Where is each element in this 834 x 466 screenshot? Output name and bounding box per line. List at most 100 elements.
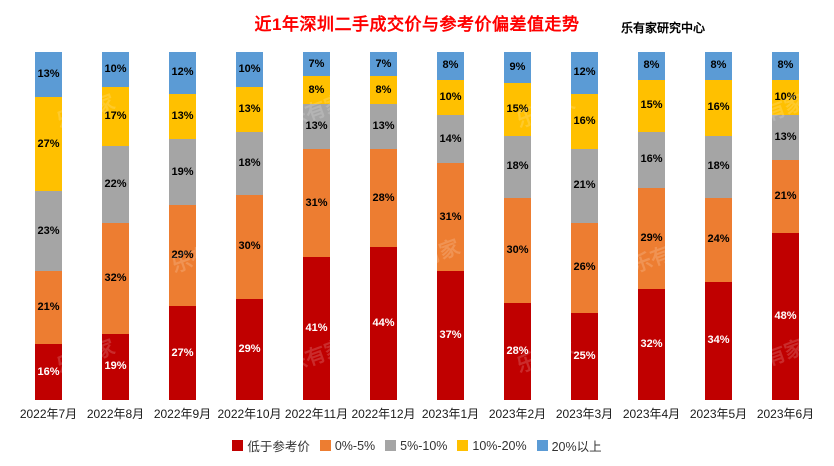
stacked-bar: 41% 31% 13% 8% 7% — [303, 52, 330, 400]
bar-segment: 18% — [236, 132, 263, 195]
bar-segment: 21% — [571, 149, 598, 223]
bar-segment-label: 13% — [305, 120, 328, 133]
bar-segment: 16% — [705, 79, 732, 136]
x-axis-label: 2023年6月 — [756, 407, 815, 421]
x-axis-label: 2023年1月 — [421, 407, 480, 421]
bar-segment: 31% — [303, 149, 330, 258]
legend-label: 5%-10% — [400, 438, 448, 453]
bar-segment-label: 27% — [171, 346, 194, 359]
bar-segment-label: 14% — [439, 132, 462, 145]
bar-segment: 8% — [772, 52, 799, 80]
bar-segment: 9% — [504, 52, 531, 84]
legend-item: 0%-5% — [319, 439, 375, 453]
bar-segment-label: 48% — [774, 309, 797, 322]
bar-segment: 18% — [705, 135, 732, 199]
legend-item: 10%-20% — [457, 438, 527, 453]
bar-segment-label: 13% — [774, 130, 797, 143]
legend-swatch — [232, 440, 244, 451]
bar-column: 28% 30% 18% 15% 9% — [484, 52, 551, 400]
bar-segment: 23% — [35, 191, 62, 272]
bar-segment-label: 12% — [573, 66, 596, 79]
bar-column: 48% 21% 13% 10% 8% — [752, 52, 819, 400]
bar-segment-label: 9% — [509, 61, 526, 74]
chart-title: 近1年深圳二手成交价与参考价偏差值走势 — [254, 15, 580, 34]
legend-item: 低于参考价 — [232, 436, 310, 455]
bar-segment-label: 17% — [104, 109, 127, 122]
bar-segment-label: 41% — [305, 322, 328, 335]
x-axis-labels: 2022年7月 2022年8月 2022年9月 2022年10月 2022年11月 202… — [15, 405, 819, 422]
bar-segment: 13% — [35, 52, 62, 98]
bar-segment-label: 44% — [372, 316, 395, 329]
bar-segment: 13% — [169, 93, 196, 140]
bar-segment-label: 37% — [439, 329, 462, 342]
legend-swatch — [536, 440, 548, 451]
stacked-bar: 28% 30% 18% 15% 9% — [504, 52, 531, 400]
bar-segment-label: 18% — [506, 160, 529, 173]
bar-column: 44% 28% 13% 8% 7% — [350, 52, 417, 400]
x-axis-label: 2023年2月 — [488, 407, 547, 421]
bar-segment-label: 19% — [104, 360, 127, 373]
bar-segment-label: 23% — [37, 224, 60, 237]
bar-segment: 25% — [571, 313, 598, 400]
bar-segment: 27% — [35, 97, 62, 192]
bar-segment-label: 29% — [640, 231, 663, 244]
bar-segment-label: 32% — [640, 337, 663, 350]
bar-segment: 8% — [705, 52, 732, 80]
bar-segment-label: 34% — [707, 334, 730, 347]
x-axis-label: 2022年7月 — [19, 407, 78, 421]
legend-label: 低于参考价 — [247, 440, 310, 454]
bar-segment: 48% — [772, 232, 799, 400]
bar-segment-label: 25% — [573, 350, 596, 362]
bar-segment-label: 16% — [573, 115, 596, 128]
bar-segment: 13% — [772, 114, 799, 160]
x-axis-label: 2023年5月 — [689, 407, 748, 421]
bar-segment-label: 8% — [308, 83, 325, 96]
bar-segment: 13% — [236, 86, 263, 133]
bar-segment-label: 10% — [439, 90, 462, 103]
stacked-bar: 25% 26% 21% 16% 12% — [571, 52, 598, 400]
bar-segment-label: 13% — [372, 120, 395, 133]
bar-segment: 29% — [169, 205, 196, 307]
bar-segment-label: 16% — [707, 101, 730, 114]
bar-segment-label: 13% — [171, 109, 194, 122]
stacked-bar: 29% 30% 18% 13% 10% — [236, 52, 263, 400]
bar-segment: 10% — [437, 79, 464, 115]
bar-segment: 37% — [437, 271, 464, 400]
bar-segment-label: 21% — [37, 301, 60, 314]
bar-segment-label: 8% — [777, 59, 794, 72]
bar-segment-label: 16% — [37, 365, 60, 378]
bar-segment-label: 16% — [640, 153, 663, 166]
bar-segment-label: 30% — [238, 240, 261, 253]
bar-segment-label: 10% — [238, 62, 261, 75]
bar-segment: 10% — [772, 79, 799, 115]
bar-column: 34% 24% 18% 16% 8% — [685, 52, 752, 400]
bar-column: 37% 31% 14% 10% 8% — [417, 52, 484, 400]
bar-column: 32% 29% 16% 15% 8% — [618, 52, 685, 400]
bar-segment-label: 18% — [707, 160, 730, 173]
bar-segment-label: 13% — [37, 68, 60, 81]
bar-segment: 12% — [571, 52, 598, 94]
x-axis-label: 2022年10月 — [217, 407, 282, 421]
legend-label: 10%-20% — [472, 438, 527, 453]
bar-segment: 21% — [772, 159, 799, 233]
bar-column: 29% 30% 18% 13% 10% — [216, 52, 283, 400]
bar-segment: 8% — [370, 76, 397, 105]
bar-segment-label: 31% — [439, 210, 462, 223]
bar-segment: 13% — [370, 104, 397, 150]
bar-segment-label: 8% — [643, 59, 660, 72]
stacked-bar: 44% 28% 13% 8% 7% — [370, 52, 397, 400]
bar-segment: 15% — [638, 79, 665, 133]
bar-segment: 32% — [638, 288, 665, 400]
bar-segment: 22% — [102, 145, 129, 223]
bar-column: 19% 32% 22% 17% 10% — [82, 52, 149, 400]
bar-segment: 41% — [303, 257, 330, 400]
legend-item: 5%-10% — [385, 439, 447, 453]
legend-swatch — [319, 440, 331, 451]
bar-segment-label: 18% — [238, 156, 261, 169]
bar-segment-label: 8% — [375, 83, 392, 96]
bar-segment-label: 19% — [171, 165, 194, 178]
stacked-bar: 16% 21% 23% 27% 13% — [35, 52, 62, 400]
bar-segment: 7% — [370, 52, 397, 77]
bar-column: 16% 21% 23% 27% 13% — [15, 52, 82, 400]
bar-segment: 28% — [504, 302, 531, 400]
